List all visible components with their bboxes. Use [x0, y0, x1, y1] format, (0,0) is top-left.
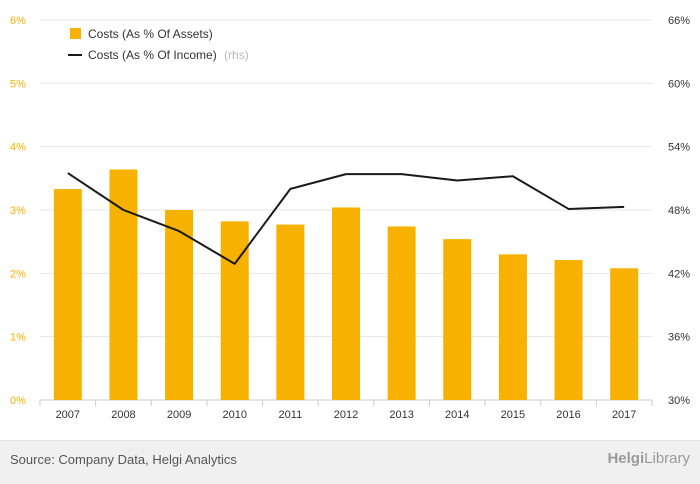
bar	[387, 226, 416, 400]
x-tick-label: 2015	[501, 409, 525, 421]
legend-label-line: Costs (As % Of Income)	[88, 48, 217, 62]
left-tick-label: 4%	[10, 142, 26, 154]
left-tick-label: 3%	[10, 205, 26, 217]
x-tick-label: 2016	[556, 409, 580, 421]
bar-series	[53, 169, 639, 400]
bar	[498, 254, 527, 400]
x-tick-label: 2017	[612, 409, 636, 421]
line-series	[67, 172, 625, 265]
bar	[554, 260, 583, 400]
right-tick-label: 66%	[668, 15, 690, 27]
source-note: Source: Company Data, Helgi Analytics	[10, 452, 237, 467]
right-tick-label: 36%	[668, 332, 690, 344]
bar	[276, 224, 305, 400]
bar	[220, 221, 249, 400]
left-tick-label: 2%	[10, 268, 26, 280]
x-tick-label: 2012	[334, 409, 358, 421]
brand-part1: Helgi	[607, 450, 645, 467]
chart-canvas: 0% 1% 2% 3% 4% 5% 6% 30% 36% 42% 48% 54% 60% 66% 200…	[10, 15, 690, 421]
right-tick-label: 30%	[668, 395, 690, 407]
right-tick-label: 42%	[668, 268, 690, 280]
x-tick-label: 2011	[279, 409, 303, 421]
right-tick-label: 54%	[668, 142, 690, 154]
x-tick-label: 2008	[111, 409, 135, 421]
line-path	[67, 172, 625, 265]
x-tick-label: 2013	[389, 409, 413, 421]
right-tick-label: 60%	[668, 78, 690, 90]
brand-part2: Library	[644, 450, 690, 467]
bar	[610, 268, 639, 400]
bar	[109, 169, 138, 400]
bar	[165, 210, 194, 400]
x-tick-label: 2009	[167, 409, 191, 421]
x-axis-ticks: 2007 2008 2009 2010 2011 2012 2013 2014 2015 2016…	[56, 409, 637, 421]
left-tick-label: 6%	[10, 15, 26, 27]
x-tick-label: 2007	[56, 409, 80, 421]
bar	[53, 189, 82, 400]
bar	[332, 207, 360, 400]
right-tick-label: 48%	[668, 205, 690, 217]
left-axis-ticks: 0% 1% 2% 3% 4% 5% 6%	[10, 15, 26, 407]
footer-bar: Source: Company Data, Helgi Analytics He…	[0, 440, 700, 484]
legend-label-bar: Costs (As % Of Assets)	[88, 27, 213, 41]
left-tick-label: 5%	[10, 78, 26, 90]
left-tick-label: 1%	[10, 332, 26, 344]
right-axis-ticks: 30% 36% 42% 48% 54% 60% 66%	[668, 15, 690, 407]
helgi-library-logo: HelgiLibrary	[607, 450, 690, 467]
bar	[443, 239, 472, 400]
x-tick-label: 2010	[222, 409, 246, 421]
legend-rhs-note: (rhs)	[224, 48, 249, 62]
left-tick-label: 0%	[10, 395, 26, 407]
svg-text:Costs (As % Of Income) (: Costs (As % Of Income) (rhs)	[88, 48, 249, 62]
x-tick-label: 2014	[445, 409, 469, 421]
legend-swatch-bar	[70, 28, 81, 39]
legend: Costs (As % Of Assets) Costs (As % Of In…	[68, 27, 249, 62]
